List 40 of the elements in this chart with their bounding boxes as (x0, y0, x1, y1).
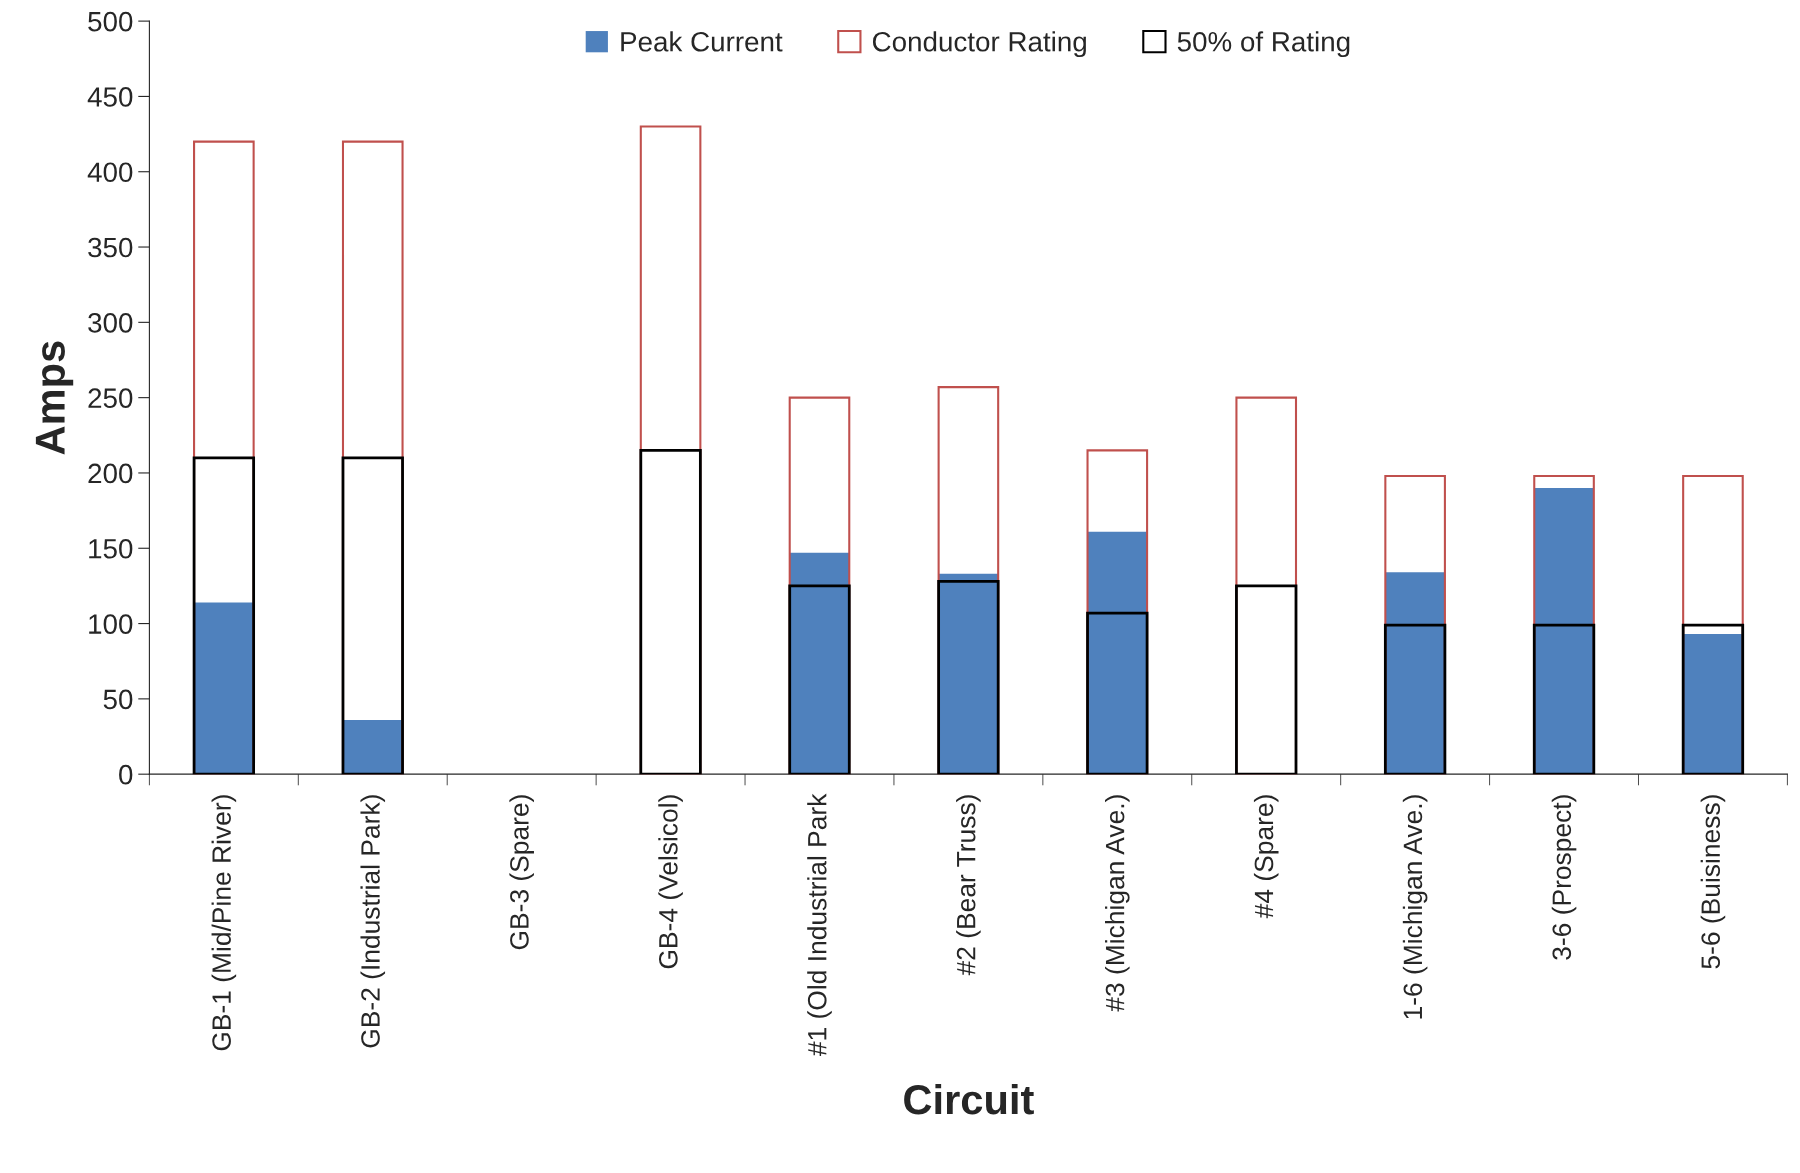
legend-label: Peak Current (621, 31, 783, 52)
x-tick-label: #1 (Old Industrial Park (807, 793, 832, 1057)
bar (192, 456, 256, 775)
bar (342, 719, 403, 775)
y-tick-label: 250 (88, 388, 133, 408)
y-axis-title: Amps (35, 341, 74, 455)
bar (194, 602, 254, 775)
bar (1086, 611, 1149, 775)
bar (788, 584, 851, 775)
x-tick-label: #3 (Michigan Ave.) (1105, 795, 1130, 1012)
bar (1235, 584, 1298, 775)
bar (1383, 623, 1447, 775)
y-tick-label: 450 (87, 87, 133, 107)
y-tick-label: 200 (88, 463, 133, 484)
x-tick-label: GB-2 (Industrial Park) (360, 795, 386, 1048)
bar (341, 456, 404, 775)
bar (1532, 623, 1596, 775)
bar (639, 448, 702, 775)
x-tick-label: GB-1 (Mid/Pine River) (211, 795, 237, 1051)
x-tick-label: #2 (Bear Truss) (956, 795, 981, 976)
x-tick-label: GB-4 (Velsicol) (658, 795, 683, 969)
y-tick-label: 50 (103, 689, 133, 710)
legend-label: 50% of Rating (1177, 31, 1350, 58)
y-tick-label: 0 (119, 764, 133, 785)
x-axis-title: Circuit (904, 1083, 1034, 1115)
y-tick-label: 150 (89, 538, 133, 559)
y-tick-label: 300 (88, 313, 133, 333)
bar (789, 552, 850, 775)
y-tick-label: 350 (88, 237, 133, 258)
x-tick-label: 3-6 (Prospect) (1551, 795, 1577, 960)
y-tick-label: 500 (88, 11, 133, 32)
x-tick-label: #4 (Spare) (1253, 795, 1279, 919)
x-tick-label: 1-6 (Michigan Ave.) (1402, 795, 1428, 1019)
x-tick-label: 5-6 (Buisiness) (1700, 795, 1726, 969)
y-tick-label: 100 (89, 614, 133, 634)
y-tick-label: 400 (87, 162, 133, 183)
bar (1087, 531, 1148, 775)
bar (1385, 572, 1445, 775)
legend-label: Conductor Rating (872, 31, 1086, 58)
x-tick-label: GB-3 (Spare) (509, 795, 534, 950)
